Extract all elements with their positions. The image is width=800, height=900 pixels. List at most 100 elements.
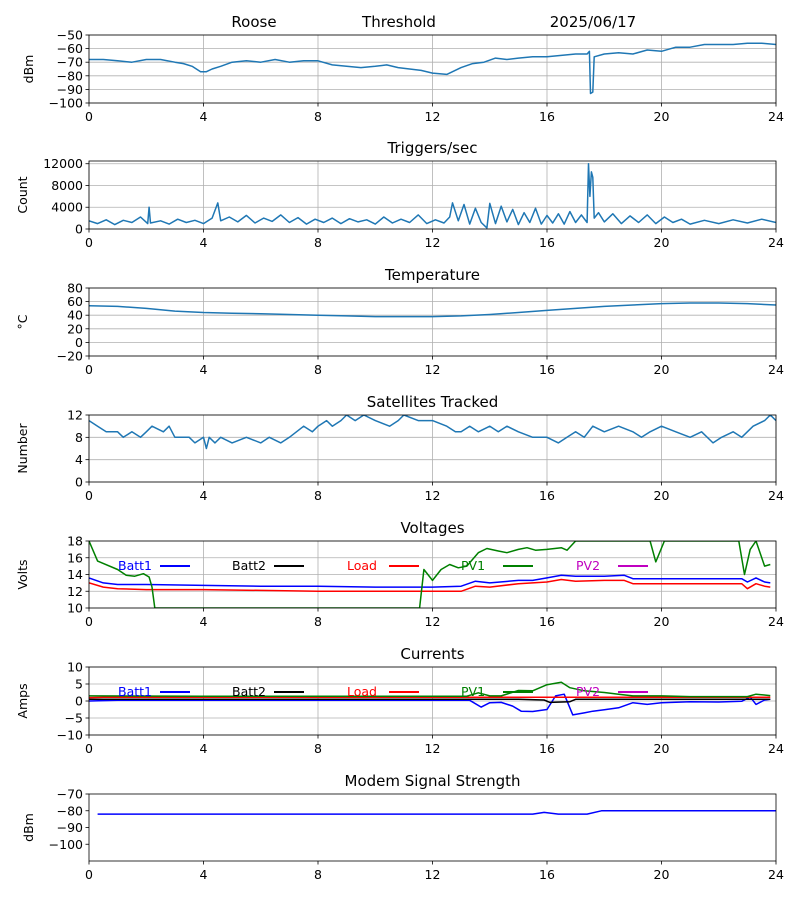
x-tick-label: 20 (654, 362, 670, 377)
y-tick-label: −80 (57, 68, 83, 83)
x-tick-label: 4 (200, 109, 208, 124)
header-station: Roose (231, 13, 276, 31)
y-tick-label: −20 (57, 349, 83, 364)
y-tick-label: 80 (67, 281, 83, 296)
legend-label-batt2: Batt2 (232, 558, 266, 573)
y-tick-label: −70 (57, 55, 83, 70)
panel-title: Currents (400, 645, 464, 663)
y-axis-title: Count (15, 176, 30, 213)
y-tick-label: 10 (67, 601, 83, 616)
y-tick-label: 40 (67, 308, 83, 323)
x-tick-label: 16 (539, 235, 555, 250)
x-tick-label: 20 (654, 488, 670, 503)
x-tick-label: 4 (200, 488, 208, 503)
y-tick-label: 4 (75, 452, 83, 467)
x-tick-label: 8 (314, 614, 322, 629)
y-tick-label: −50 (57, 28, 83, 43)
x-tick-label: 16 (539, 362, 555, 377)
panel-title: Voltages (400, 519, 464, 537)
y-tick-label: −10 (57, 728, 83, 743)
y-axis-title: Number (15, 423, 30, 474)
panel-title: Modem Signal Strength (345, 772, 521, 790)
y-axis-title: dBm (21, 813, 36, 842)
x-tick-label: 16 (539, 488, 555, 503)
panel-title: Temperature (384, 266, 480, 284)
panel-threshold: 0 4 8 12 16 20 24 −100−90−80−70−60−50 dBm (21, 28, 784, 125)
x-tick-label: 4 (200, 235, 208, 250)
y-tick-label: 0 (75, 694, 83, 709)
y-axis-title: Volts (15, 559, 30, 589)
series-line-satellites (89, 415, 776, 450)
series-line-pv1 (89, 541, 771, 608)
series-line-temperature (89, 302, 776, 318)
legend-label-pv2: PV2 (576, 558, 600, 573)
y-axis-title: dBm (21, 55, 36, 84)
x-tick-label: 24 (768, 235, 784, 250)
y-tick-label: 0 (75, 222, 83, 237)
x-tick-label: 4 (200, 741, 208, 756)
x-tick-label: 24 (768, 614, 784, 629)
header-mode: Threshold (361, 13, 436, 31)
y-tick-label: 12 (67, 408, 83, 423)
panel-triggers: 0 4 8 12 16 20 24 0 4000 8000 12000 Triggers/sec Cou… (15, 139, 784, 250)
y-tick-label: 10 (67, 660, 83, 675)
x-tick-label: 12 (425, 741, 441, 756)
x-tick-label: 20 (654, 235, 670, 250)
panel-title: Triggers/sec (387, 139, 478, 157)
series-line-modem (97, 810, 776, 815)
x-tick-label: 8 (314, 741, 322, 756)
y-tick-label: 0 (75, 335, 83, 350)
legend-label-load: Load (347, 684, 377, 699)
series-line-pv1 (89, 681, 771, 698)
x-tick-label: 0 (85, 867, 93, 882)
x-tick-label: 16 (539, 741, 555, 756)
x-tick-label: 0 (85, 109, 93, 124)
x-tick-label: 4 (200, 867, 208, 882)
header-date: 2025/06/17 (550, 13, 636, 31)
legend-label-pv1: PV1 (461, 558, 485, 573)
x-tick-label: 4 (200, 614, 208, 629)
x-tick-label: 20 (654, 109, 670, 124)
y-axis-title: Amps (15, 683, 30, 718)
y-tick-label: 12000 (43, 156, 83, 171)
panel-modem: 0 4 8 12 16 20 24 −100 −90 −80−70 Modem Signal Str… (21, 772, 784, 882)
y-tick-label: 60 (67, 294, 83, 309)
y-tick-label: −100 (49, 837, 83, 852)
y-tick-label: −5 (65, 711, 83, 726)
x-tick-label: 24 (768, 867, 784, 882)
panel-satellites: 0 4 8 12 16 20 24 0 4 8 12 Satellites Tracked Number (15, 393, 784, 503)
legend-label-pv2: PV2 (576, 684, 600, 699)
y-tick-label: 5 (75, 677, 83, 692)
legend-label-load: Load (347, 558, 377, 573)
x-tick-label: 12 (425, 109, 441, 124)
y-tick-label: 4000 (51, 200, 83, 215)
x-tick-label: 0 (85, 488, 93, 503)
x-tick-label: 12 (425, 867, 441, 882)
legend-label-pv1: PV1 (461, 684, 485, 699)
x-tick-label: 0 (85, 362, 93, 377)
y-tick-label: 20 (67, 321, 83, 336)
x-tick-label: 8 (314, 109, 322, 124)
x-tick-label: 12 (425, 362, 441, 377)
x-tick-label: 24 (768, 488, 784, 503)
series-line-threshold (89, 42, 776, 95)
series-line-batt1 (89, 574, 771, 588)
x-tick-label: 20 (654, 614, 670, 629)
x-tick-label: 8 (314, 488, 322, 503)
y-tick-label: −100 (49, 96, 83, 111)
y-tick-label: 8000 (51, 178, 83, 193)
y-tick-label: 14 (67, 567, 83, 582)
series-line-triggers (89, 162, 776, 229)
x-tick-label: 16 (539, 867, 555, 882)
legend-label-batt1: Batt1 (118, 684, 152, 699)
y-tick-label: −60 (57, 41, 83, 56)
x-tick-label: 4 (200, 362, 208, 377)
y-tick-label: −90 (57, 820, 83, 835)
x-tick-label: 20 (654, 741, 670, 756)
series-line-batt2 (89, 698, 771, 704)
y-axis-title: °C (15, 314, 30, 329)
